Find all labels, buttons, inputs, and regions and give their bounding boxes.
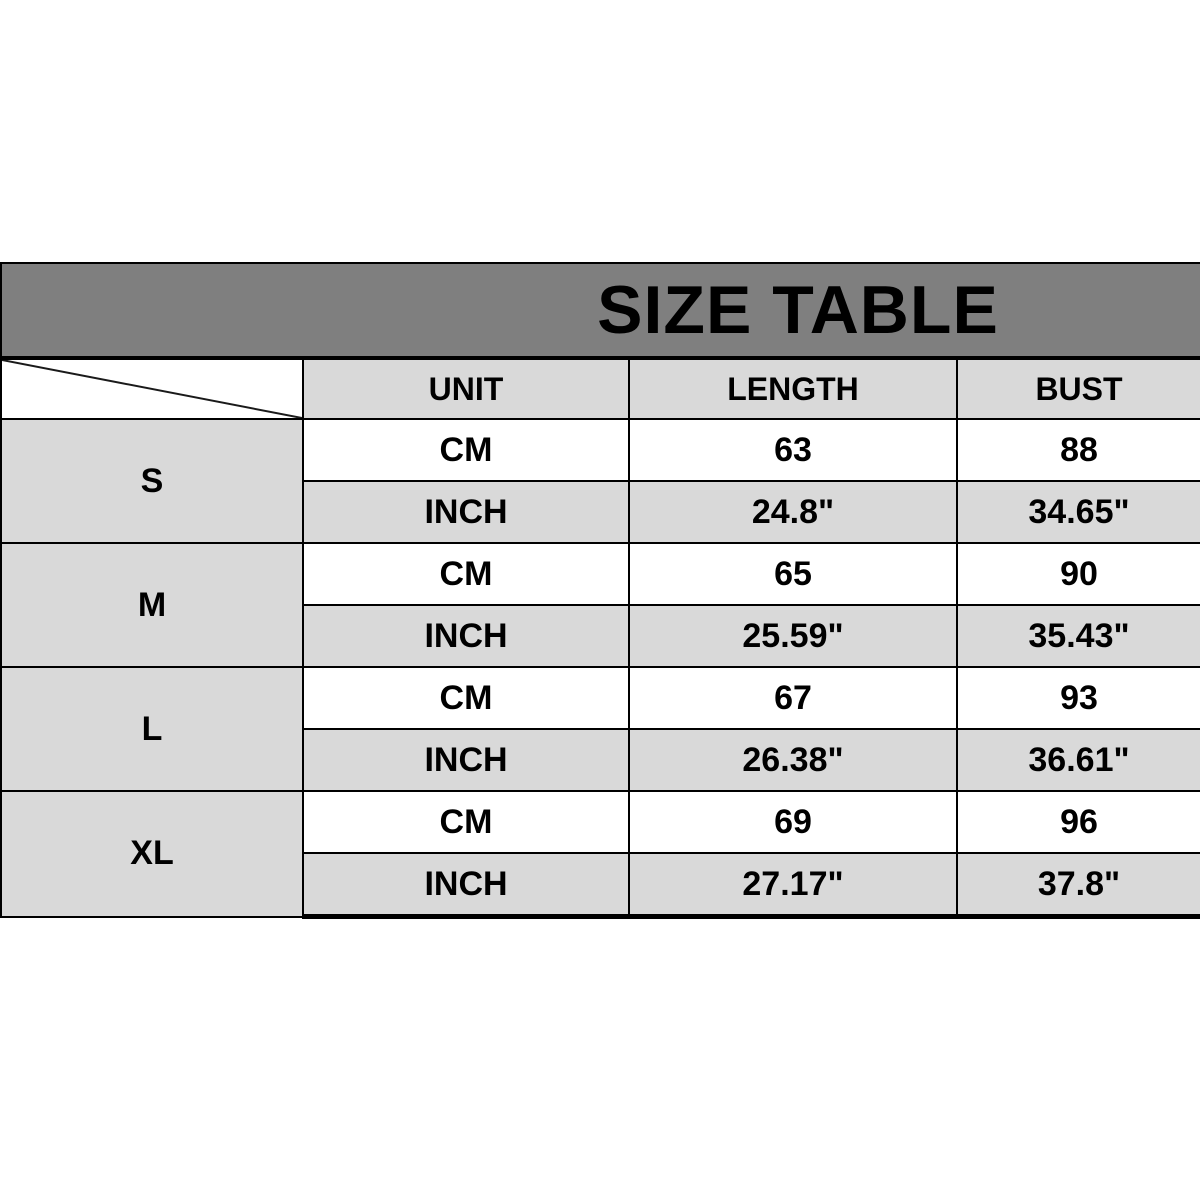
- title-bar: SIZE TABLE: [0, 262, 1200, 358]
- table-row-s-cm: S CM 63 88: [0, 418, 1200, 544]
- diagonal-corner-cell: [0, 358, 304, 420]
- table-row-xl-cm: XL CM 69 96: [0, 790, 1200, 918]
- cell-xl-inch-unit: INCH: [302, 852, 630, 919]
- cell-l-cm-unit: CM: [302, 666, 630, 730]
- page-title: SIZE TABLE: [597, 272, 999, 348]
- size-label-l: L: [0, 666, 304, 792]
- cell-s-cm-length: 63: [628, 418, 958, 482]
- cell-xl-cm-length: 69: [628, 790, 958, 854]
- column-header-length: LENGTH: [628, 358, 958, 420]
- cell-m-cm-length: 65: [628, 542, 958, 606]
- cell-m-inch-length: 25.59": [628, 604, 958, 668]
- cell-s-inch-unit: INCH: [302, 480, 630, 544]
- size-label-xl: XL: [0, 790, 304, 918]
- cell-l-cm-bust: 93: [956, 666, 1200, 730]
- cell-xl-cm-unit: CM: [302, 790, 630, 854]
- size-label-m: M: [0, 542, 304, 668]
- cell-l-inch-unit: INCH: [302, 728, 630, 792]
- cell-xl-inch-length: 27.17": [628, 852, 958, 919]
- table-row-l-cm: L CM 67 93: [0, 666, 1200, 792]
- cell-m-cm-unit: CM: [302, 542, 630, 606]
- table-row-s-inch: INCH 24.8" 34.65": [1, 480, 1200, 544]
- column-header-unit: UNIT: [302, 358, 630, 420]
- table-row-xl-inch: INCH 27.17" 37.8": [1, 852, 1200, 919]
- column-header-bust: BUST: [956, 358, 1200, 420]
- cell-l-inch-length: 26.38": [628, 728, 958, 792]
- table-header-row: UNIT LENGTH BUST: [0, 358, 1200, 420]
- table-row-l-inch: INCH 26.38" 36.61": [1, 728, 1200, 792]
- cell-l-inch-bust: 36.61": [956, 728, 1200, 792]
- table-row-m-cm: M CM 65 90: [0, 542, 1200, 668]
- size-table: UNIT LENGTH BUST S CM 63 88 INCH 24.8" 3…: [0, 358, 1200, 919]
- cell-s-cm-unit: CM: [302, 418, 630, 482]
- cell-m-cm-bust: 90: [956, 542, 1200, 606]
- cell-s-cm-bust: 88: [956, 418, 1200, 482]
- diagonal-line-icon: [2, 360, 302, 418]
- cell-l-cm-length: 67: [628, 666, 958, 730]
- size-label-s: S: [0, 418, 304, 544]
- cell-xl-inch-bust: 37.8": [956, 852, 1200, 919]
- cell-xl-cm-bust: 96: [956, 790, 1200, 854]
- table-row-m-inch: INCH 25.59" 35.43": [1, 604, 1200, 668]
- cell-m-inch-unit: INCH: [302, 604, 630, 668]
- cell-s-inch-bust: 34.65": [956, 480, 1200, 544]
- cell-s-inch-length: 24.8": [628, 480, 958, 544]
- cell-m-inch-bust: 35.43": [956, 604, 1200, 668]
